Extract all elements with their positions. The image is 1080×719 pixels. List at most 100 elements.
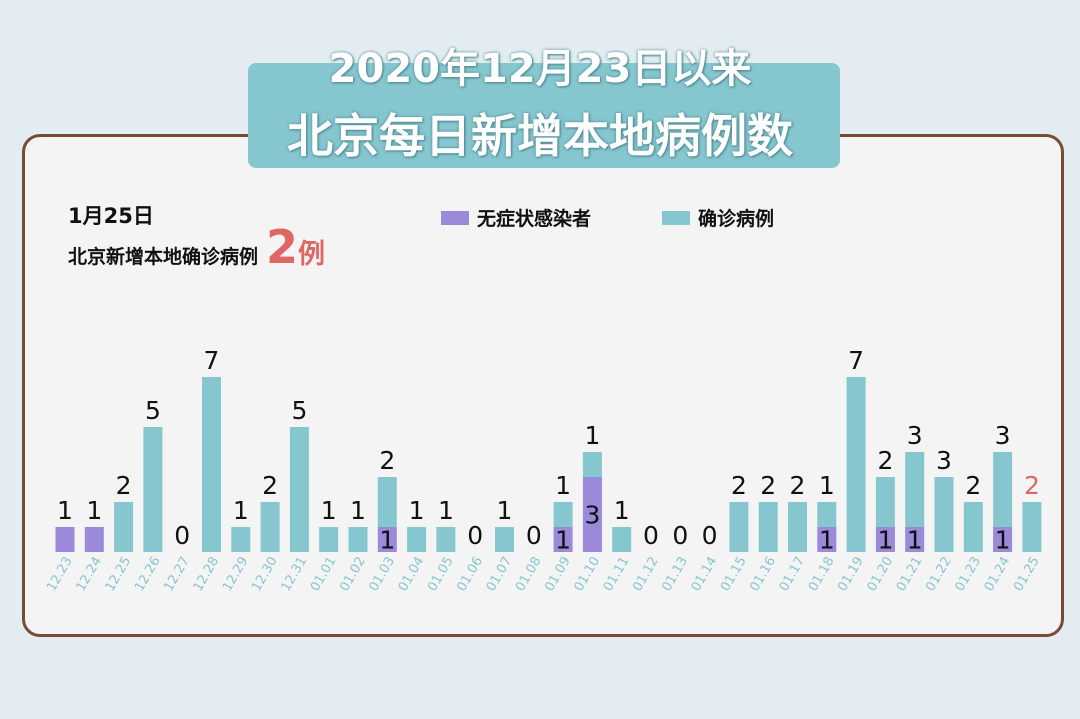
bar-confirmed-01.11 <box>612 527 632 552</box>
tick-label-12.23: 12.23 <box>44 554 76 594</box>
tick-label-01.03: 01.03 <box>366 554 398 594</box>
tick-label-01.08: 01.08 <box>513 554 545 594</box>
bar-confirmed-01.18 <box>817 502 837 527</box>
data-label-total-01.01: 1 <box>321 496 337 525</box>
tick-label-12.26: 12.26 <box>132 554 164 594</box>
data-label-total-01.22: 3 <box>936 446 952 475</box>
bar-confirmed-12.25 <box>114 502 134 552</box>
tick-label-01.16: 01.16 <box>747 554 779 594</box>
bar-confirmed-01.03 <box>377 477 397 527</box>
data-label-total-01.07: 1 <box>497 496 513 525</box>
tick-label-12.27: 12.27 <box>161 554 193 594</box>
bar-confirmed-01.20 <box>875 477 895 527</box>
tick-label-12.25: 12.25 <box>103 554 135 594</box>
bar-asymptomatic-12.23 <box>55 527 75 552</box>
tick-label-01.20: 01.20 <box>865 554 897 594</box>
data-label-total-12.31: 5 <box>291 396 307 425</box>
data-label-confirmed-01.10: 1 <box>584 421 600 450</box>
data-label-total-12.30: 2 <box>262 471 278 500</box>
bar-confirmed-01.24 <box>993 452 1013 527</box>
tick-label-01.18: 01.18 <box>806 554 838 594</box>
tick-label-01.04: 01.04 <box>396 554 428 594</box>
tick-label-01.13: 01.13 <box>659 554 691 594</box>
bar-confirmed-01.04 <box>407 527 427 552</box>
data-label-confirmed-01.18: 1 <box>819 471 835 500</box>
tick-label-01.19: 01.19 <box>835 554 867 594</box>
title-banner <box>248 63 840 168</box>
data-label-asymptomatic-01.03: 1 <box>379 526 395 555</box>
legend-label-asymptomatic: 无症状感染者 <box>477 208 592 230</box>
summary-label: 北京新增本地确诊病例 <box>68 246 259 268</box>
tick-label-12.30: 12.30 <box>249 554 281 594</box>
legend-item-confirmed: 确诊病例 <box>662 204 774 231</box>
data-label-total-01.23: 2 <box>965 471 981 500</box>
data-label-total-01.12: 0 <box>643 521 659 550</box>
summary-unit: 例 <box>298 239 326 270</box>
data-label-total-12.24: 1 <box>86 496 102 525</box>
data-label-confirmed-01.20: 2 <box>877 446 893 475</box>
bar-asymptomatic-01.09 <box>553 527 573 552</box>
bar-confirmed-01.17 <box>788 502 807 552</box>
data-label-asymptomatic-01.24: 1 <box>995 526 1011 555</box>
bar-confirmed-01.25 <box>1022 502 1042 552</box>
bar-confirmed-01.02 <box>348 527 368 552</box>
data-label-asymptomatic-01.10: 3 <box>584 501 600 530</box>
tick-label-12.31: 12.31 <box>279 554 311 594</box>
tick-label-01.17: 01.17 <box>777 554 809 594</box>
data-label-total-12.27: 0 <box>174 521 190 550</box>
bar-confirmed-01.16 <box>758 502 778 552</box>
tick-label-12.28: 12.28 <box>191 554 223 594</box>
chart-card <box>22 134 1064 637</box>
data-label-total-01.05: 1 <box>438 496 454 525</box>
bar-asymptomatic-12.24 <box>84 527 104 552</box>
tick-label-12.24: 12.24 <box>73 554 105 594</box>
bar-asymptomatic-01.18 <box>817 527 837 552</box>
data-label-total-01.04: 1 <box>409 496 425 525</box>
data-label-asymptomatic-01.20: 1 <box>877 526 893 555</box>
tick-label-01.14: 01.14 <box>689 554 721 594</box>
tick-label-01.09: 01.09 <box>542 554 574 594</box>
bar-confirmed-01.19 <box>846 377 866 552</box>
tick-label-01.24: 01.24 <box>982 554 1014 594</box>
bar-confirmed-12.30 <box>260 502 280 552</box>
tick-label-12.29: 12.29 <box>220 554 252 594</box>
tick-label-01.12: 01.12 <box>630 554 662 594</box>
data-label-total-12.26: 5 <box>145 396 161 425</box>
legend-item-asymptomatic: 无症状感染者 <box>441 204 591 231</box>
bar-confirmed-01.05 <box>436 527 456 552</box>
tick-label-01.05: 01.05 <box>425 554 457 594</box>
legend-swatch-asymptomatic <box>441 210 469 225</box>
tick-label-01.01: 01.01 <box>308 554 340 594</box>
data-label-asymptomatic-01.18: 1 <box>819 526 835 555</box>
data-label-total-01.11: 1 <box>614 496 630 525</box>
bar-asymptomatic-01.03 <box>377 527 397 552</box>
data-label-asymptomatic-01.09: 1 <box>555 526 571 555</box>
bar-confirmed-01.22 <box>934 477 954 552</box>
bar-confirmed-01.10 <box>582 452 602 477</box>
data-label-total-01.25: 2 <box>1024 471 1040 500</box>
bar-confirmed-12.28 <box>202 377 221 552</box>
data-label-total-12.29: 1 <box>233 496 249 525</box>
data-label-confirmed-01.09: 1 <box>555 471 571 500</box>
data-label-total-01.06: 0 <box>467 521 483 550</box>
bar-asymptomatic-01.24 <box>993 527 1013 552</box>
legend-label-confirmed: 确诊病例 <box>698 208 775 230</box>
bar-confirmed-12.26 <box>143 427 163 552</box>
data-label-total-01.14: 0 <box>702 521 718 550</box>
bar-confirmed-01.23 <box>963 502 983 552</box>
data-label-total-01.17: 2 <box>790 471 806 500</box>
bar-asymptomatic-01.10 <box>582 477 602 552</box>
tick-label-01.22: 01.22 <box>923 554 955 594</box>
bar-confirmed-12.29 <box>231 527 251 552</box>
data-label-total-01.15: 2 <box>731 471 747 500</box>
tick-label-01.23: 01.23 <box>952 554 984 594</box>
tick-label-01.25: 01.25 <box>1011 554 1043 594</box>
data-label-total-01.08: 0 <box>526 521 542 550</box>
tick-label-01.07: 01.07 <box>484 554 516 594</box>
data-label-confirmed-01.03: 2 <box>379 446 395 475</box>
bar-asymptomatic-01.21 <box>905 527 925 552</box>
tick-label-01.10: 01.10 <box>572 554 604 594</box>
tick-label-01.11: 01.11 <box>601 554 633 594</box>
tick-label-01.15: 01.15 <box>718 554 750 594</box>
summary-date: 1月25日 <box>68 204 154 228</box>
